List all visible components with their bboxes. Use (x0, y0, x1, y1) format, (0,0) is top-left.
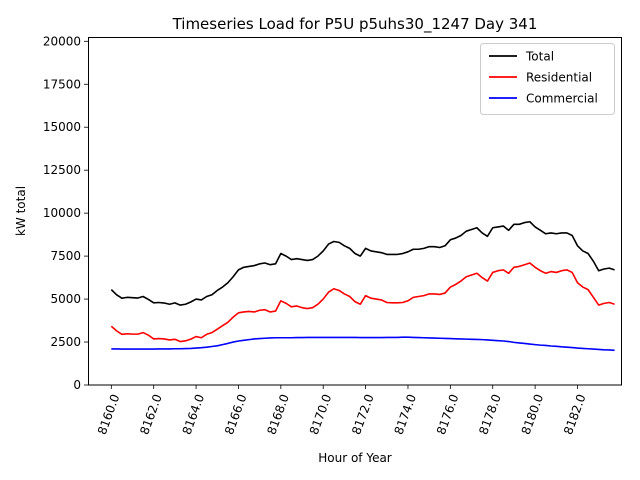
series-layer (110, 220, 615, 352)
y-axis: 0 2500 5000 7500 10000 12500 15000 17500 20000 (43, 34, 88, 392)
legend-box (480, 43, 615, 115)
x-axis-label: Hour of Year (318, 451, 392, 465)
y-tick-label: 5000 (50, 292, 81, 306)
series-line-residential (110, 262, 615, 343)
y-tick-label: 17500 (43, 77, 81, 91)
y-tick-label: 0 (73, 378, 81, 392)
series-line-total (110, 220, 615, 306)
y-tick-label: 10000 (43, 206, 81, 220)
y-tick-label: 12500 (43, 163, 81, 177)
series-line-commercial (111, 336, 615, 352)
chart-title: Timeseries Load for P5U p5uhs30_1247 Day… (172, 15, 538, 34)
legend: Total Residential Commercial (480, 43, 615, 115)
legend-label-residential: Residential (526, 71, 592, 85)
y-axis-label: kW total (14, 186, 28, 236)
legend-label-total: Total (525, 50, 554, 64)
y-tick-label: 2500 (50, 335, 81, 349)
y-tick-label: 15000 (43, 120, 81, 134)
y-tick-label: 20000 (43, 34, 81, 48)
legend-label-commercial: Commercial (526, 92, 598, 106)
y-tick-label: 7500 (50, 249, 81, 263)
plot-frame (88, 37, 622, 386)
